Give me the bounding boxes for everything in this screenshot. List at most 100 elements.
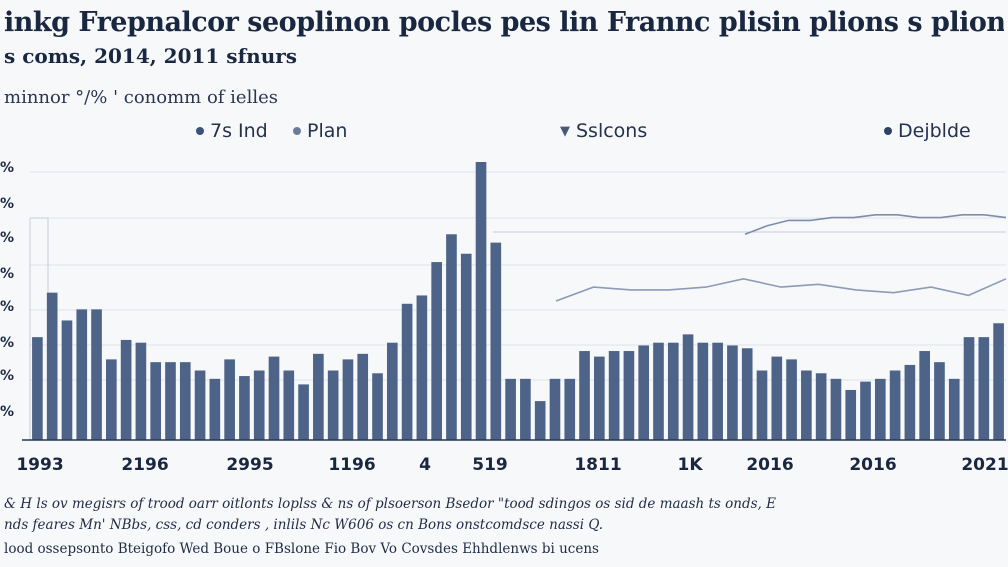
x-tick-label: 2021 (961, 455, 1008, 475)
y-tick-mark: % (0, 230, 14, 246)
bar (874, 378, 886, 440)
x-tick-label: 2196 (121, 455, 168, 475)
bar (179, 362, 191, 440)
legend-dot-icon (293, 127, 301, 135)
bar (993, 323, 1004, 440)
bar (608, 351, 620, 440)
legend-label: 7s Ind (210, 120, 268, 142)
y-tick-mark: % (0, 404, 14, 420)
bar (106, 359, 117, 440)
bar (934, 362, 945, 440)
bar (594, 356, 605, 440)
legend-dot-icon (884, 127, 892, 135)
bar (120, 339, 132, 440)
bar (860, 381, 871, 440)
bar (460, 253, 472, 440)
bar (283, 370, 295, 440)
bar (756, 370, 768, 440)
bar (386, 342, 398, 440)
legend-label: Dejblde (898, 120, 971, 142)
bar (564, 378, 576, 440)
bar (150, 362, 162, 440)
bar (845, 389, 857, 440)
bar (549, 378, 561, 440)
bar (771, 356, 783, 440)
bar (623, 351, 635, 440)
bar (963, 337, 975, 440)
bar (638, 345, 650, 440)
bar (653, 342, 664, 440)
triangle-down-icon: ▼ (560, 123, 570, 139)
y-tick-mark: % (0, 299, 14, 315)
bar (889, 370, 901, 440)
bar (91, 309, 102, 440)
chart-title: inkg Frepnalcor seoplinon pocles pes lin… (4, 8, 1004, 38)
x-tick-label: 1993 (16, 455, 63, 475)
legend-item-1: 7s Ind (196, 120, 268, 142)
x-tick-label: 1196 (328, 455, 375, 475)
legend-label: Plan (307, 120, 348, 142)
bar (357, 353, 369, 440)
bar (32, 337, 43, 440)
bar (520, 378, 531, 440)
y-tick-mark: % (0, 266, 14, 282)
bar (416, 295, 428, 440)
bar (801, 370, 812, 440)
bar (948, 378, 960, 440)
x-tick-label: 519 (472, 455, 508, 475)
bar (579, 351, 590, 440)
bar (490, 242, 502, 440)
bar (682, 334, 694, 440)
footnote-3: lood ossepsonto Bteigofo Wed Boue o FBsl… (4, 541, 599, 557)
bar (239, 376, 250, 440)
bar (741, 348, 753, 440)
x-tick-label: 4 (419, 455, 431, 475)
bar (46, 292, 58, 440)
bar (135, 342, 147, 440)
x-tick-label: 1K (677, 455, 703, 475)
series-line (555, 277, 1007, 302)
bar (342, 359, 354, 440)
bar (727, 345, 738, 440)
x-tick-label: 1811 (574, 455, 621, 475)
legend-item-4: Dejblde (884, 120, 971, 142)
chart-subtitle: s coms, 2014, 2011 sfnurs (4, 44, 298, 68)
bar (313, 353, 324, 440)
bar (401, 303, 413, 440)
x-tick-label: 2016 (746, 455, 793, 475)
bar (165, 362, 176, 440)
footnote-1: & H ls ov megisrs of trood oarr oitlonts… (4, 496, 776, 512)
legend-item-2: Plan (293, 120, 347, 142)
legend-dot-icon (196, 127, 204, 135)
bar (298, 384, 309, 440)
bar (786, 359, 797, 440)
bar (327, 370, 339, 440)
bar (830, 378, 842, 440)
y-axis-label: minnor °/% ' conomm of ielles (4, 87, 278, 108)
bar (534, 401, 546, 440)
bar (209, 378, 221, 440)
bar (712, 342, 723, 440)
bar (505, 378, 516, 440)
bar (253, 370, 265, 440)
bar (904, 364, 916, 440)
y-tick-mark: % (0, 335, 14, 351)
bar (667, 342, 679, 440)
bar (697, 342, 709, 440)
bar (268, 356, 280, 440)
x-tick-label: 2016 (849, 455, 896, 475)
bar (919, 351, 930, 440)
y-tick-mark: % (0, 196, 14, 212)
bar (61, 320, 73, 440)
bar (475, 162, 487, 440)
y-tick-mark: % (0, 368, 14, 384)
bar (224, 359, 235, 440)
legend-item-3: ▼ Sslcons (560, 120, 647, 142)
bar (76, 309, 88, 440)
footnote-2: nds feares Mn' NBbs, css, cd conders , i… (4, 517, 604, 533)
bar (446, 234, 457, 440)
series-line (744, 214, 1007, 236)
bar (978, 337, 990, 440)
bar (431, 262, 442, 440)
